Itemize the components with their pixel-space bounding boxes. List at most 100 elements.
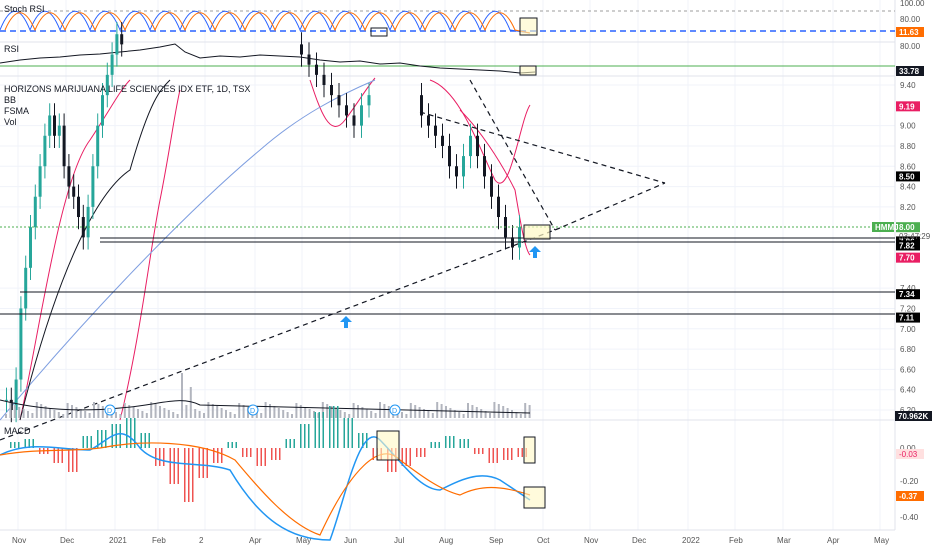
y-tick-label: 8.40: [900, 183, 916, 192]
price-tag-bg: [896, 222, 920, 233]
macd-hist-bar: [474, 448, 476, 454]
y-tick-label: 7.00: [900, 325, 916, 334]
candle-body: [307, 54, 311, 65]
macd-hist-bar: [314, 412, 316, 448]
arrow-up-icon: [529, 246, 541, 258]
candle-body: [476, 135, 479, 157]
macd-hist-bar: [61, 448, 63, 463]
macd-hist-bar: [463, 439, 465, 448]
y-tick-label: 9.00: [900, 122, 916, 131]
volume-bar: [181, 373, 183, 418]
candle-body: [38, 166, 42, 197]
volume-bar: [123, 403, 126, 418]
candle-body: [48, 115, 52, 136]
volume-bar: [225, 410, 227, 418]
macd-hist-bar: [401, 448, 403, 466]
volume-bar: [497, 404, 500, 418]
stoch-d-line: [4, 12, 531, 34]
macd-hist-bar: [293, 439, 295, 448]
price-tag-bg: [896, 312, 920, 323]
volume-bar: [445, 406, 447, 418]
macd-hist-bar: [300, 424, 302, 448]
volume-bar: [343, 412, 346, 418]
volume-bar: [229, 412, 232, 418]
macd-hist-bar: [57, 448, 59, 463]
stoch-axis-100: 100.00: [900, 0, 925, 8]
rsi-axis-80: 80.00: [900, 42, 921, 51]
svg-text:D: D: [250, 408, 255, 415]
volume-bar: [35, 402, 38, 418]
volume-bar: [203, 413, 205, 418]
candle-body: [14, 379, 18, 410]
macd-hist-bar: [163, 448, 165, 466]
macd-hist-bar: [32, 439, 34, 448]
candle-body: [427, 115, 430, 126]
x-tick-label: Dec: [632, 536, 646, 545]
macd-value-1: -0.03: [899, 450, 918, 459]
volume-bar: [22, 409, 25, 418]
macd-hist-bar: [351, 418, 353, 448]
candle-body: [77, 196, 80, 218]
volume-bar: [128, 405, 131, 418]
macd-axis-0: 0.00: [900, 444, 916, 453]
macd-hist-bar: [90, 436, 92, 448]
volume-bar: [255, 411, 258, 418]
x-tick-label: May: [874, 536, 889, 545]
stoch-highlight-box-2: [519, 17, 538, 36]
volume-bar: [493, 402, 496, 418]
macd-value-2: -0.37: [899, 492, 918, 501]
volume-bar: [145, 413, 148, 418]
trendline-falling: [419, 111, 666, 184]
y-tick-label: 6.40: [900, 386, 916, 395]
svg-text:D: D: [107, 408, 112, 415]
macd-hist-bar: [449, 436, 451, 448]
volume-value: 70.962K: [898, 412, 928, 421]
macd-hist-bar: [144, 433, 146, 448]
macd-hist-bar: [202, 448, 204, 478]
x-tick-label: Aug: [439, 536, 453, 545]
volume-bar: [387, 406, 390, 418]
indicator-vol: Vol: [4, 117, 17, 127]
macd-hist-bar: [285, 439, 287, 448]
candle-body: [455, 166, 458, 177]
macd-hist-bar: [420, 448, 422, 457]
volume-bar: [13, 405, 16, 418]
macd-hist-bar: [459, 439, 461, 448]
candle-body: [105, 74, 109, 96]
volume-bar: [317, 413, 320, 418]
macd-hist-bar: [503, 448, 505, 460]
price-tag: 7.70: [899, 254, 915, 263]
x-tick-label: Apr: [827, 536, 840, 545]
macd-hist-bar: [372, 448, 374, 460]
candle-body: [345, 105, 348, 116]
volume-bar: [242, 405, 245, 418]
candle-body: [5, 399, 8, 401]
stoch-highlight-box: [370, 27, 388, 37]
macd-hist-bar: [221, 448, 223, 463]
candle-body: [315, 64, 318, 75]
macd-hist-bar: [28, 439, 30, 448]
macd-hist-bar: [213, 448, 215, 463]
macd-hist-bar: [148, 433, 150, 448]
macd-hist-bar: [343, 418, 345, 448]
macd-hist-bar: [260, 448, 262, 466]
stoch-rsi-pane: [0, 10, 895, 37]
volume-bar: [189, 387, 192, 418]
macd-hist-bar: [333, 406, 335, 448]
fsma-line: [0, 79, 376, 421]
price-tag: 7.34: [899, 290, 915, 299]
volume-bar: [264, 402, 267, 418]
volume-bar: [40, 404, 43, 418]
y-tick-label: 7.20: [900, 304, 916, 313]
volume-bar: [9, 403, 12, 418]
candle-body: [43, 135, 47, 167]
candle-body: [110, 54, 114, 75]
macd-hist-bar: [416, 448, 418, 457]
macd-label: MACD: [4, 426, 31, 436]
price-tag: 8.50: [899, 172, 915, 181]
candle-body: [360, 105, 363, 126]
volume-bar: [431, 413, 434, 418]
volume-bar: [370, 411, 373, 418]
y-axis: 9.40 9.00 8.80 8.60 8.40 8.20 7.40 7.20 7.00 6.80…: [900, 81, 916, 415]
